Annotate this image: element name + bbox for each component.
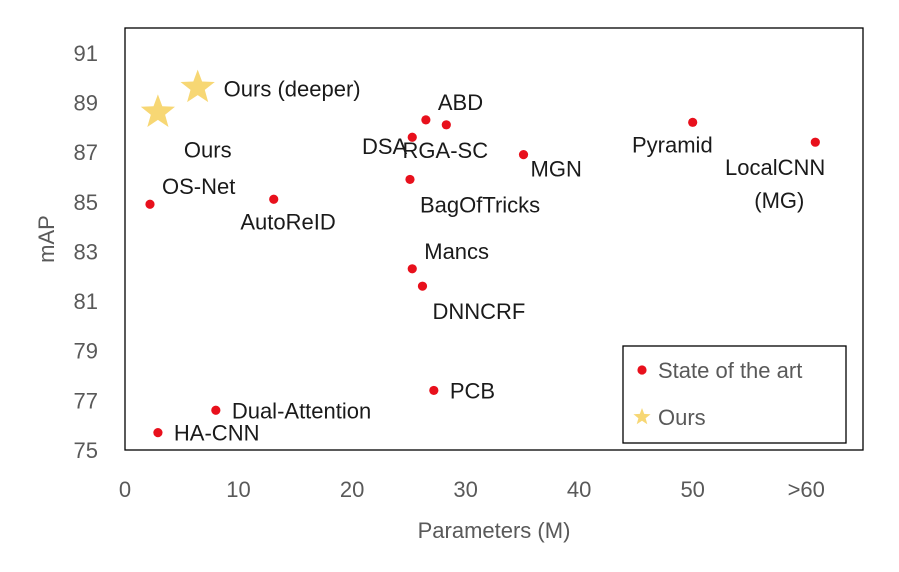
point-label-localcnn: LocalCNN [725,155,825,180]
x-tick-label: >60 [788,477,825,502]
point-label-dnncrf: DNNCRF [432,299,525,324]
point-label-dsa: DSA [362,134,408,159]
point-mancs [407,264,417,274]
y-tick-label: 85 [74,190,98,215]
legend-label-ours: Ours [658,405,706,430]
point-mgn [518,150,529,160]
point-label-rga-sc: RGA-SC [403,138,489,163]
point-pcb [429,385,439,396]
point-label-dual-attention: Dual-Attention [232,398,371,423]
legend-box [622,345,847,444]
x-axis-title: Parameters (M) [418,518,571,543]
point-label-localcnn-line2: (MG) [754,188,804,213]
point-dual-attention [211,405,221,415]
point-os-net [145,199,155,209]
y-tick-label: 79 [74,339,98,364]
y-tick-label: 75 [74,438,98,463]
legend-marker-ours [633,408,651,425]
point-label-autoreid: AutoReID [240,209,335,234]
x-tick-label: 30 [453,477,477,502]
y-tick-label: 91 [74,41,98,66]
legend-marker-state-of-the-art [637,365,647,375]
legend: State of the art Ours [622,345,847,444]
y-axis-ticks: 75 77 79 81 83 85 87 89 91 [74,41,98,463]
point-pyramid [688,117,698,127]
point-label-pyramid: Pyramid [632,132,713,157]
legend-label-state-of-the-art: State of the art [658,358,802,383]
point-autoreid [269,194,279,204]
y-tick-label: 81 [74,289,98,314]
x-axis-ticks: 0 10 20 30 40 50 >60 [119,477,825,502]
point-label-abd: ABD [438,90,483,115]
point-ha-cnn [153,428,163,438]
y-axis-title: mAP [34,215,59,263]
point-bagoftricks [405,174,415,185]
x-tick-label: 20 [340,477,364,502]
y-tick-label: 89 [74,90,98,115]
point-rga-sc [441,120,451,130]
point-label-pcb: PCB [450,378,495,403]
data-points [140,69,820,438]
point-label-ha-cnn: HA-CNN [174,421,260,446]
point-localcnn [810,137,820,147]
x-tick-label: 50 [680,477,704,502]
point-label-os-net: OS-Net [162,174,235,199]
point-dsa [407,132,417,142]
star-point-ours [140,94,175,127]
point-label-mancs: Mancs [424,239,489,264]
y-tick-label: 87 [74,140,98,165]
point-label-bagoftricks: BagOfTricks [420,192,540,217]
x-tick-label: 40 [567,477,591,502]
x-tick-label: 0 [119,477,131,502]
point-label-mgn: MGN [531,157,582,182]
x-tick-label: 10 [226,477,250,502]
y-tick-label: 83 [74,239,98,264]
point-label-ours: Ours [184,137,232,162]
point-label-ours-deeper: Ours (deeper) [224,77,361,102]
point-abd [421,115,431,125]
y-tick-label: 77 [74,388,98,413]
star-point-ours-deeper [180,69,215,103]
point-dnncrf [417,281,428,291]
